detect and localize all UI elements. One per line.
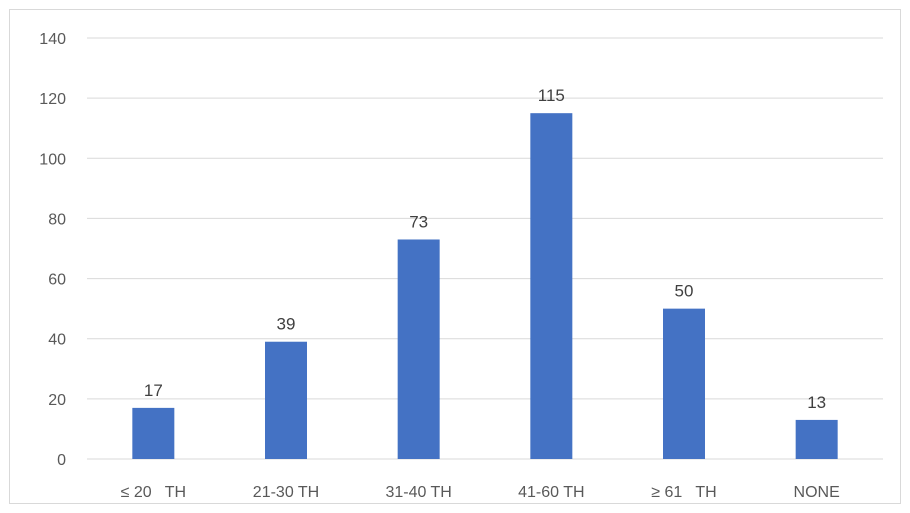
x-tick-label: ≤ 20 TH: [121, 484, 186, 501]
y-tick-label: 140: [39, 31, 66, 48]
data-label: 13: [807, 393, 826, 412]
data-labels: 17 39 73 115 50 13: [144, 86, 826, 412]
y-axis-ticks: 0 20 40 60 80 100 120 140: [39, 31, 66, 469]
data-label: 115: [538, 86, 565, 105]
bar: [397, 239, 440, 459]
gridlines: [87, 37, 883, 460]
bar: [132, 407, 175, 459]
x-axis-ticks: ≤ 20 TH 21-30 TH 31-40 TH 41-60 TH ≥ 61 TH NO…: [121, 484, 840, 501]
data-label: 39: [277, 315, 296, 334]
data-label: 50: [675, 282, 694, 301]
data-label: 73: [409, 212, 428, 231]
y-tick-label: 60: [48, 272, 66, 289]
x-tick-label: ≥ 61 TH: [651, 484, 716, 501]
x-tick-label: NONE: [794, 484, 840, 501]
y-tick-label: 120: [39, 91, 66, 108]
data-label: 17: [144, 381, 163, 400]
y-tick-label: 100: [39, 151, 66, 168]
bar: [265, 341, 307, 459]
bar: [530, 113, 573, 459]
y-tick-label: 20: [48, 392, 66, 409]
y-tick-label: 80: [48, 211, 66, 228]
y-tick-label: 40: [48, 332, 66, 349]
bar: [795, 419, 838, 459]
x-tick-label: 41-60 TH: [518, 484, 584, 501]
bar: [663, 308, 705, 459]
x-tick-label: 21-30 TH: [253, 484, 319, 501]
y-tick-label: 0: [57, 452, 66, 469]
bars: [132, 113, 838, 459]
x-tick-label: 31-40 TH: [385, 484, 451, 501]
